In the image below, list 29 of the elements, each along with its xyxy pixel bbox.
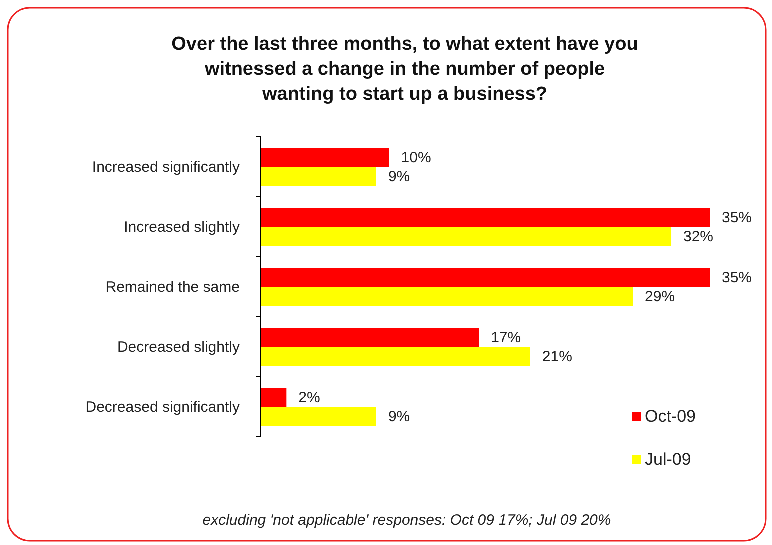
legend-label: Jul-09	[645, 450, 692, 469]
data-label: 10%	[401, 150, 432, 166]
bar	[261, 407, 376, 426]
y-tick-label: Decreased significantly	[86, 399, 240, 416]
data-label: 17%	[491, 330, 522, 346]
data-label: 21%	[542, 348, 572, 366]
bar	[261, 268, 710, 287]
chart-title: Over the last three months, to what extent have you witnessed a change in the number of people wanting to start up a business?	[172, 34, 638, 105]
data-label: 35%	[722, 210, 752, 226]
data-label: 32%	[684, 228, 714, 246]
data-label: 35%	[722, 270, 752, 286]
bar	[261, 208, 710, 227]
y-tick-label: Decreased slightly	[117, 339, 240, 356]
legend-label: Oct-09	[645, 407, 696, 426]
y-tick-label: Remained the same	[106, 279, 240, 296]
bar	[261, 388, 287, 407]
y-tick-label: Increased slightly	[124, 219, 240, 236]
bar	[261, 148, 390, 167]
data-label: 29%	[645, 288, 676, 306]
bar	[261, 287, 634, 306]
text: excluding 'not applicable' responses: Oct 09 17%; Jul 09 20%	[202, 512, 612, 529]
bar	[261, 347, 530, 366]
bar	[261, 167, 376, 186]
data-label: 9%	[388, 168, 410, 186]
y-tick-label: Increased significantly	[92, 159, 240, 176]
bar	[261, 328, 480, 347]
bar	[261, 227, 672, 246]
data-label: 2%	[298, 390, 320, 406]
data-label: 9%	[388, 408, 410, 426]
